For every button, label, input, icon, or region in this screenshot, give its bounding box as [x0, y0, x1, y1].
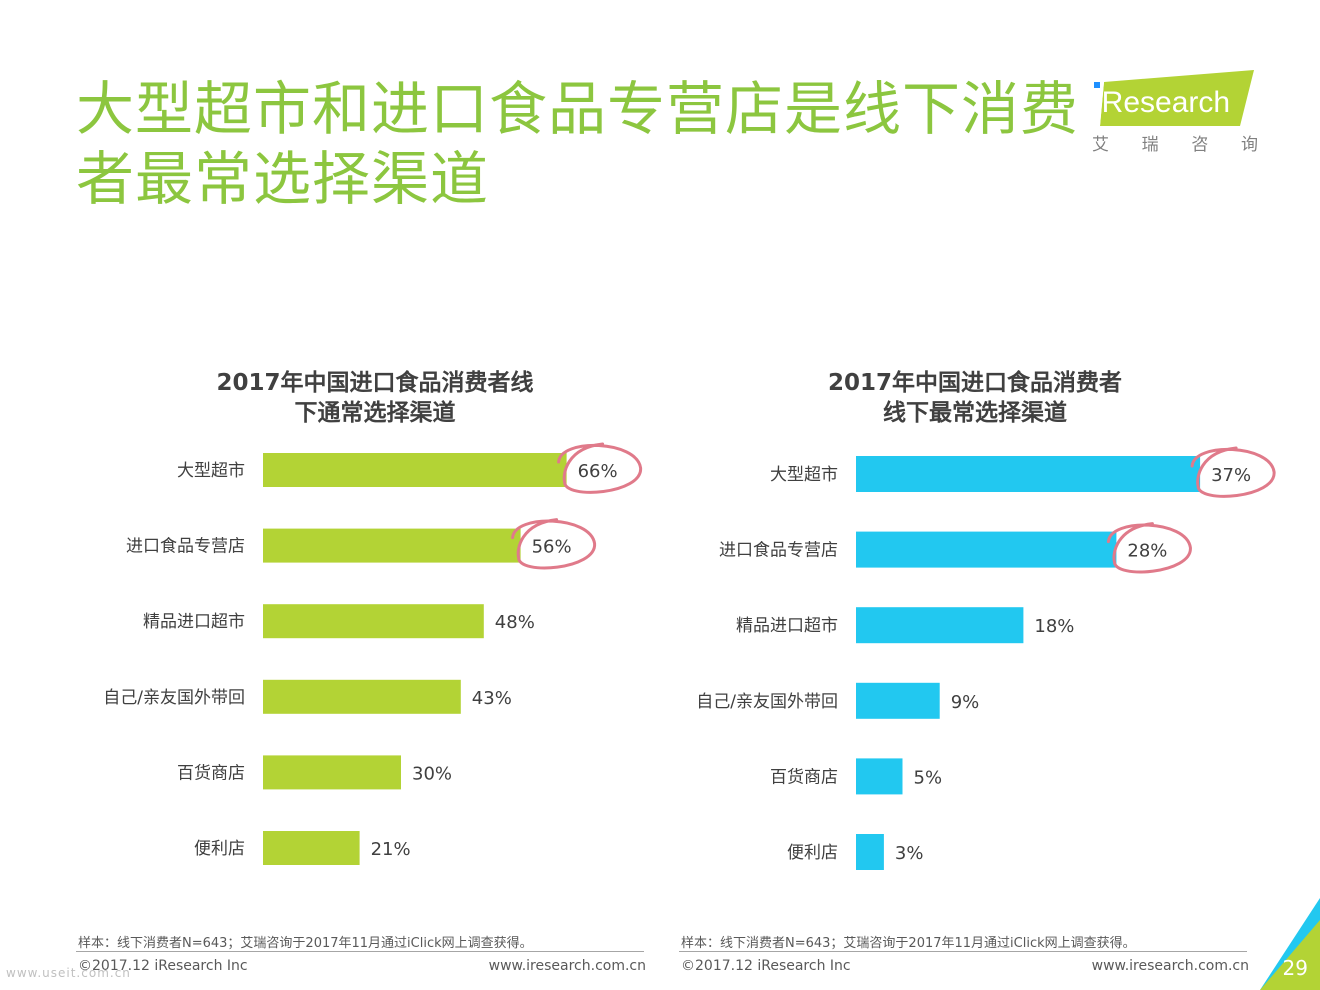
right-copyright: ©2017.12 iResearch Inc — [681, 958, 851, 974]
highlight-circle — [1190, 446, 1276, 498]
bar — [263, 604, 484, 639]
bar — [856, 531, 1117, 568]
value-label: 28% — [1127, 541, 1167, 562]
right-sample-note: 样本：线下消费者N=643；艾瑞咨询于2017年11月通过iClick网上调查获… — [681, 936, 1136, 951]
value-label: 56% — [532, 537, 572, 558]
value-label: 18% — [1034, 616, 1074, 637]
value-label: 3% — [895, 843, 924, 864]
left-website: www.iresearch.com.cn — [488, 958, 646, 974]
bar — [856, 456, 1201, 492]
logo-badge-icon: iResearch — [1090, 70, 1254, 126]
logo-text: iResearch — [1095, 86, 1230, 119]
left-footer-divider — [76, 951, 644, 952]
highlight-circle — [557, 442, 643, 494]
category-label: 自己/亲友国外带回 — [696, 692, 838, 712]
value-label: 48% — [495, 612, 535, 633]
bar — [856, 607, 1024, 644]
bar — [263, 679, 461, 714]
category-label: 进口食品专营店 — [719, 541, 838, 561]
logo-subtitle-char: 瑞 — [1141, 135, 1159, 155]
value-label: 5% — [914, 767, 943, 788]
page-title: 大型超市和进口食品专营店是线下消费 者最常选择渠道 — [76, 74, 1086, 214]
left-copyright: ©2017.12 iResearch Inc — [78, 958, 248, 974]
bar — [856, 682, 940, 719]
bar — [856, 758, 903, 795]
category-label: 百货商店 — [770, 767, 838, 787]
value-label: 66% — [578, 461, 618, 482]
left-chart-title: 2017年中国进口食品消费者线 下通常选择渠道 — [170, 368, 580, 428]
left-chart-title-line1: 2017年中国进口食品消费者线 — [216, 370, 534, 396]
logo-subtitle-char: 艾 — [1092, 135, 1109, 155]
category-label: 便利店 — [787, 843, 838, 863]
right-footer: ©2017.12 iResearch Inc www.iresearch.com… — [681, 958, 1249, 974]
right-chart-title: 2017年中国进口食品消费者 线下最常选择渠道 — [770, 368, 1180, 428]
right-website: www.iresearch.com.cn — [1091, 958, 1249, 974]
right-bar-chart: 大型超市 37% 进口食品专营店 28% 精品进口超市 18% 自己/亲友国外带回 9% 百货商… — [696, 446, 1276, 870]
value-label: 37% — [1211, 465, 1251, 486]
right-chart-title-line1: 2017年中国进口食品消费者 — [827, 370, 1122, 396]
right-footer-divider — [679, 951, 1247, 952]
logo-subtitle: 艾 瑞 咨 询 — [1092, 130, 1258, 155]
bar — [263, 528, 521, 563]
highlight-circle — [511, 518, 597, 570]
left-footer: ©2017.12 iResearch Inc www.iresearch.com… — [78, 958, 646, 974]
value-label: 21% — [371, 839, 411, 860]
value-label: 9% — [951, 692, 980, 713]
category-label: 精品进口超市 — [143, 612, 245, 632]
watermark: www.useit.com.cn — [6, 966, 131, 980]
right-chart-title-line2: 线下最常选择渠道 — [883, 400, 1067, 426]
left-bar-chart: 大型超市 66% 进口食品专营店 56% 精品进口超市 48% 自己/亲友国外带回 43% 百货… — [103, 442, 643, 865]
left-chart-title-line2: 下通常选择渠道 — [294, 400, 456, 426]
category-label: 自己/亲友国外带回 — [103, 688, 245, 708]
category-label: 精品进口超市 — [736, 616, 838, 636]
category-label: 进口食品专营店 — [126, 537, 245, 557]
bar — [263, 755, 401, 790]
logo-subtitle-char: 询 — [1240, 135, 1258, 155]
page-title-line2: 者最常选择渠道 — [76, 145, 490, 213]
category-label: 便利店 — [194, 839, 245, 859]
logo-subtitle-char: 咨 — [1191, 135, 1209, 155]
bar — [263, 831, 360, 865]
page-title-line1: 大型超市和进口食品专营店是线下消费 — [76, 75, 1080, 143]
page-number: 29 — [1282, 956, 1308, 980]
value-label: 30% — [412, 763, 452, 784]
iresearch-logo: iResearch 艾 瑞 咨 询 — [1090, 70, 1260, 160]
corner-decoration-icon — [1260, 898, 1320, 990]
highlight-circle — [1106, 522, 1192, 574]
left-sample-note: 样本：线下消费者N=643；艾瑞咨询于2017年11月通过iClick网上调查获… — [78, 936, 533, 951]
category-label: 大型超市 — [177, 461, 245, 481]
category-label: 百货商店 — [177, 763, 245, 783]
category-label: 大型超市 — [770, 465, 838, 485]
value-label: 43% — [472, 688, 512, 709]
bar — [263, 453, 567, 487]
bar — [856, 834, 884, 870]
